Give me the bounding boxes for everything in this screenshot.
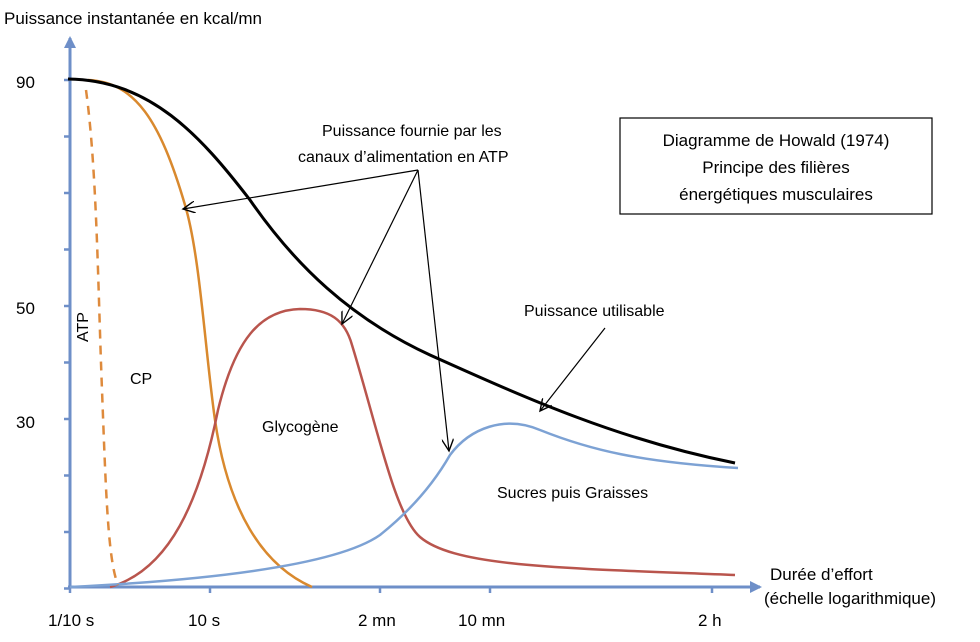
arrow-supply-to-sucres <box>417 169 449 451</box>
title-box-line1: Diagramme de Howald (1974) <box>663 131 890 150</box>
x-tick-marks <box>68 587 714 593</box>
title-box <box>619 117 933 215</box>
y-tick-label-50: 50 <box>16 299 35 318</box>
annotation-supply-line1: Puissance fournie par les <box>322 123 502 140</box>
series-label-sucres-graisses: Sucres puis Graisses <box>497 485 648 502</box>
series-line-cp <box>87 78 313 589</box>
y-axis-label: Puissance instantanée en kcal/mn <box>4 9 262 28</box>
arrow-supply-to-cp <box>183 169 419 209</box>
x-tick-label-1-10s: 1/10 s <box>48 611 94 630</box>
y-tick-label-30: 30 <box>16 413 35 432</box>
series-line-sucres-graisses <box>69 422 739 589</box>
series-line-puissance-utilisable <box>67 77 736 465</box>
annotation-supply-line2: canaux d’alimentation en ATP <box>298 149 509 166</box>
series-line-glycogene <box>109 307 736 589</box>
x-tick-label-10mn: 10 mn <box>458 611 505 630</box>
y-tick-label-90: 90 <box>16 73 35 92</box>
series-label-glycogene: Glycogène <box>262 419 339 436</box>
x-tick-label-2mn: 2 mn <box>358 611 396 630</box>
series-label-cp: CP <box>130 371 152 388</box>
x-tick-label-2h: 2 h <box>698 611 722 630</box>
x-axis-label-line1: Durée d’effort <box>770 565 873 584</box>
x-tick-label-10s: 10 s <box>188 611 220 630</box>
series-line-atp <box>84 89 120 586</box>
title-box-line2: Principe des filières <box>702 158 849 177</box>
series-label-atp: ATP <box>75 312 92 342</box>
x-axis-label-line2: (échelle logarithmique) <box>764 589 936 608</box>
arrow-supply-to-glycogene <box>342 169 419 324</box>
y-tick-marks <box>64 78 70 590</box>
series-label-puissance-utilisable: Puissance utilisable <box>524 303 665 320</box>
arrow-usable <box>540 327 606 411</box>
title-box-line3: énergétiques musculaires <box>679 185 873 204</box>
